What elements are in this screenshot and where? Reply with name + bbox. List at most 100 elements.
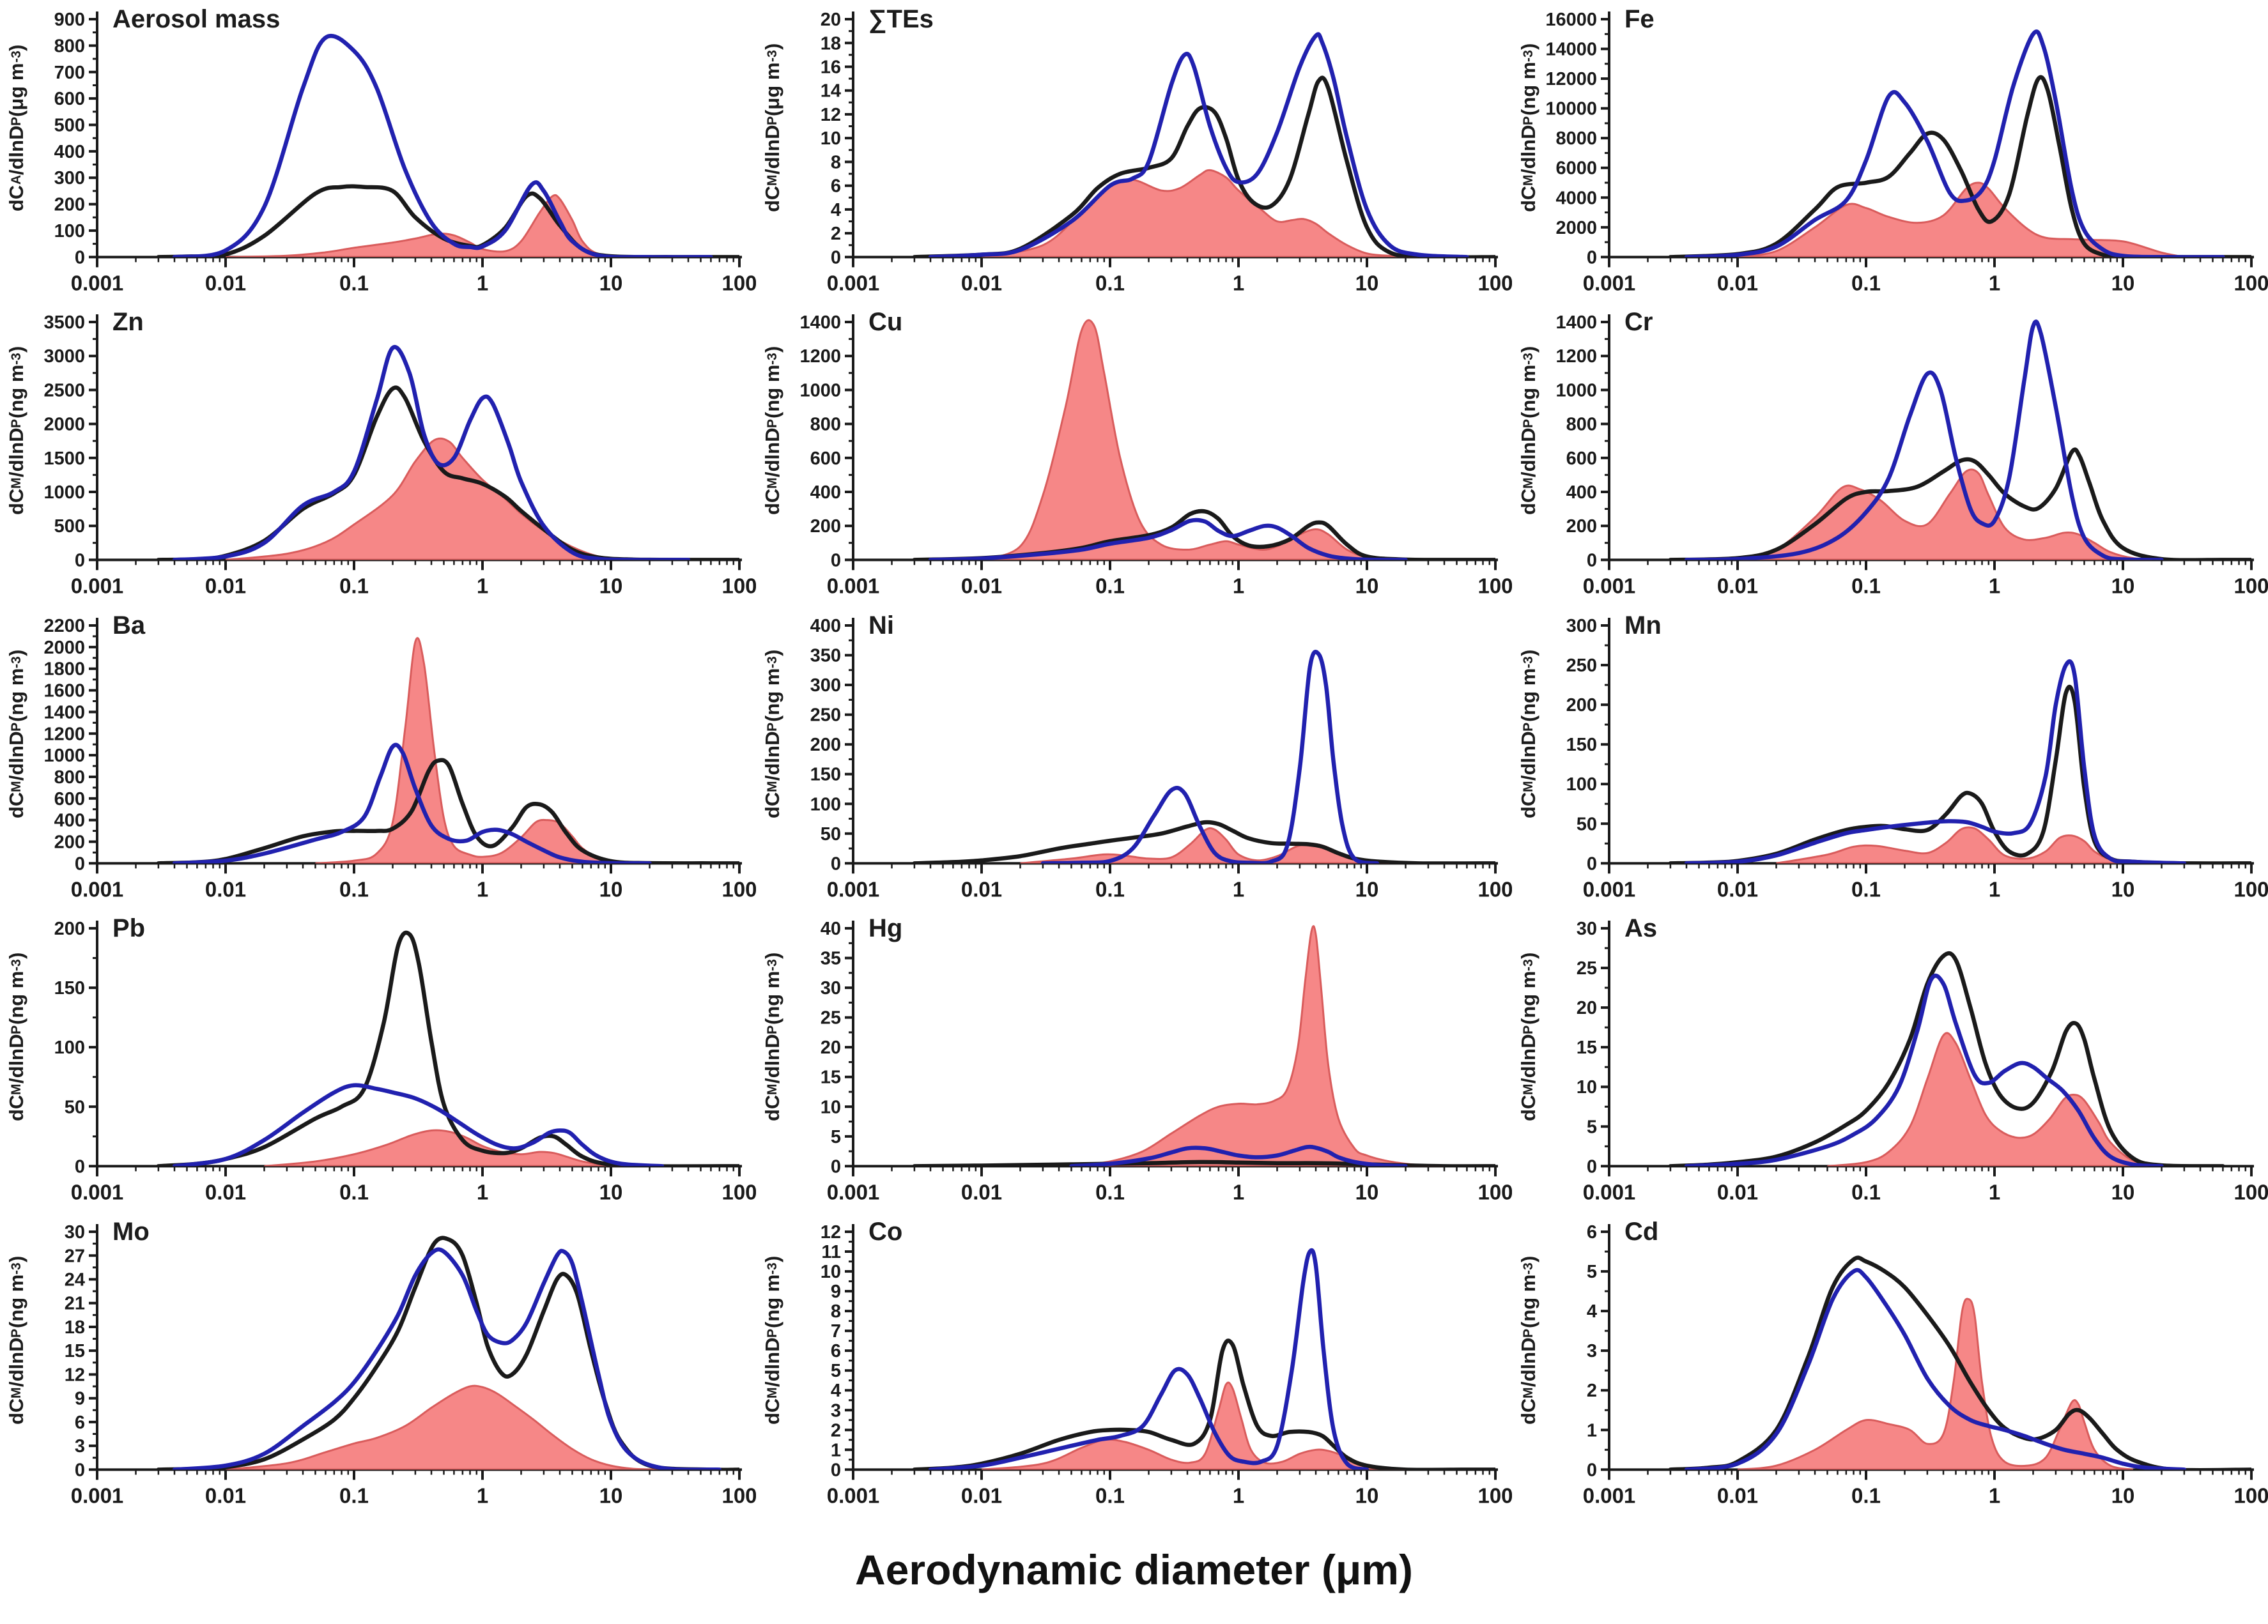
- series: [1668, 659, 2251, 864]
- svg-text:1: 1: [1989, 574, 2000, 598]
- svg-text:1000: 1000: [800, 381, 841, 401]
- svg-text:10: 10: [821, 1262, 841, 1282]
- chart-panel-aerosol-mass: 0 100 200 300 400 500 600 700 800 900 0.001 0.01 0.1…: [0, 0, 756, 303]
- series-blue-line: [928, 1248, 1369, 1469]
- series-black-line: [156, 758, 739, 864]
- svg-text:0: 0: [1587, 247, 1597, 268]
- svg-text:10: 10: [599, 877, 623, 901]
- svg-text:20: 20: [1577, 998, 1597, 1018]
- svg-text:5: 5: [831, 1127, 841, 1147]
- axes: [852, 921, 1498, 1168]
- svg-text:300: 300: [1566, 616, 1597, 636]
- series: [912, 925, 1495, 1167]
- y-ticks: 0 50 100 150 200: [54, 919, 97, 1177]
- series: [156, 345, 739, 560]
- y-axis-label: dC M/dlnD P (ng m -3): [761, 1255, 783, 1425]
- svg-text:3500: 3500: [44, 312, 85, 333]
- svg-text:800: 800: [810, 415, 841, 435]
- svg-text:600: 600: [1566, 448, 1597, 469]
- svg-text:100: 100: [1477, 271, 1512, 295]
- svg-text:150: 150: [810, 765, 841, 785]
- svg-text:1: 1: [477, 1181, 488, 1204]
- svg-text:3000: 3000: [44, 347, 85, 367]
- svg-text:150: 150: [1566, 735, 1597, 755]
- svg-text:600: 600: [54, 789, 85, 809]
- svg-text:10000: 10000: [1545, 99, 1597, 119]
- chart-canvas: 0 200 400 600 800 1000 1200 1400 0.001 0.01 0.1 1 10…: [1556, 312, 2268, 598]
- series-blue-line: [928, 32, 1469, 257]
- svg-text:0: 0: [75, 247, 85, 268]
- series-red-area: [1071, 925, 1445, 1167]
- svg-text:800: 800: [54, 767, 85, 788]
- svg-text:0.001: 0.001: [827, 271, 880, 295]
- svg-text:25: 25: [821, 1008, 841, 1029]
- svg-text:10: 10: [599, 1181, 623, 1204]
- svg-text:15: 15: [65, 1341, 85, 1361]
- series: [1668, 319, 2251, 560]
- series-black-line: [1668, 447, 2251, 560]
- svg-text:2: 2: [1587, 1381, 1597, 1401]
- svg-text:1800: 1800: [44, 659, 85, 680]
- svg-text:10: 10: [2111, 1181, 2135, 1204]
- svg-text:15: 15: [821, 1068, 841, 1088]
- x-ticks: 0.001 0.01 0.1 1 10 100: [1583, 1166, 2268, 1204]
- series-blue-line: [1684, 659, 2187, 864]
- svg-text:2200: 2200: [44, 616, 85, 636]
- svg-text:0.1: 0.1: [1095, 271, 1125, 295]
- svg-text:100: 100: [721, 574, 756, 598]
- chart-panel-fe: 0 2000 4000 6000 8000 10000 12000 14000 16000 0.0…: [1512, 0, 2268, 303]
- svg-text:0.001: 0.001: [827, 877, 880, 901]
- svg-text:10: 10: [821, 1097, 841, 1117]
- svg-text:20: 20: [821, 1038, 841, 1058]
- svg-text:350: 350: [810, 645, 841, 666]
- x-ticks: 0.001 0.01 0.1 1 10 100: [827, 1469, 1512, 1507]
- chart-canvas: 0 50 100 150 200 250 300 0.001 0.01 0.1 1 10 100: [1566, 616, 2268, 901]
- series-blue-line: [172, 1083, 665, 1167]
- svg-text:12: 12: [821, 105, 841, 125]
- svg-text:9: 9: [831, 1282, 841, 1302]
- chart-canvas: 0 1 2 3 4 5 6 0.001 0.01 0.1 1 10 100: [1583, 1222, 2268, 1507]
- svg-text:1200: 1200: [1556, 347, 1597, 367]
- svg-text:0.01: 0.01: [961, 877, 1002, 901]
- chart-panel-cu: 0 200 400 600 800 1000 1200 1400 0.001 0.01 0.1 1 10…: [756, 303, 1512, 606]
- y-axis-label: dC M/dlnD P (ng m -3): [761, 346, 783, 516]
- chart-panel-cr: 0 200 400 600 800 1000 1200 1400 0.001 0.01 0.1 1 10…: [1512, 303, 2268, 606]
- svg-text:12: 12: [65, 1365, 85, 1385]
- svg-text:200: 200: [54, 919, 85, 939]
- svg-text:0.001: 0.001: [827, 574, 880, 598]
- svg-text:8: 8: [831, 152, 841, 172]
- svg-text:0.01: 0.01: [1717, 1483, 1758, 1507]
- svg-text:2000: 2000: [44, 415, 85, 435]
- series-black-line: [1668, 951, 2225, 1167]
- svg-text:1: 1: [1587, 1420, 1597, 1441]
- svg-text:15: 15: [1577, 1038, 1597, 1058]
- svg-text:6: 6: [831, 176, 841, 197]
- svg-text:14000: 14000: [1545, 40, 1597, 60]
- svg-text:0.01: 0.01: [961, 271, 1002, 295]
- svg-text:0.1: 0.1: [1095, 574, 1125, 598]
- series: [156, 1236, 739, 1469]
- svg-text:100: 100: [721, 877, 756, 901]
- y-ticks: 0 200 400 600 800 1000 1200 1400: [1556, 312, 1609, 571]
- chart-panel-ba: 0 200 400 600 800 1000 1200 1400 1600 1800 2000 220…: [0, 606, 756, 909]
- chart-title: Co: [868, 1217, 903, 1246]
- svg-text:0.001: 0.001: [71, 574, 124, 598]
- y-ticks: 0 50 100 150 200 250 300: [1566, 616, 1609, 874]
- y-ticks: 0200400600800100012001400160018002000220…: [44, 616, 97, 874]
- svg-text:0.1: 0.1: [339, 1483, 369, 1507]
- svg-text:0.001: 0.001: [827, 1181, 880, 1204]
- svg-text:6: 6: [1587, 1222, 1597, 1243]
- svg-text:0.01: 0.01: [205, 1483, 246, 1507]
- series-blue-line: [1069, 1145, 1408, 1167]
- series-blue-line: [1684, 319, 2164, 560]
- x-ticks: 0.001 0.01 0.1 1 10 100: [1583, 1469, 2268, 1507]
- series-blue-line: [1684, 974, 2164, 1167]
- svg-text:400: 400: [810, 482, 841, 503]
- svg-text:0.01: 0.01: [961, 1483, 1002, 1507]
- svg-text:100: 100: [721, 1483, 756, 1507]
- svg-text:40: 40: [821, 919, 841, 939]
- svg-text:250: 250: [1566, 655, 1597, 676]
- svg-text:5: 5: [1587, 1262, 1597, 1282]
